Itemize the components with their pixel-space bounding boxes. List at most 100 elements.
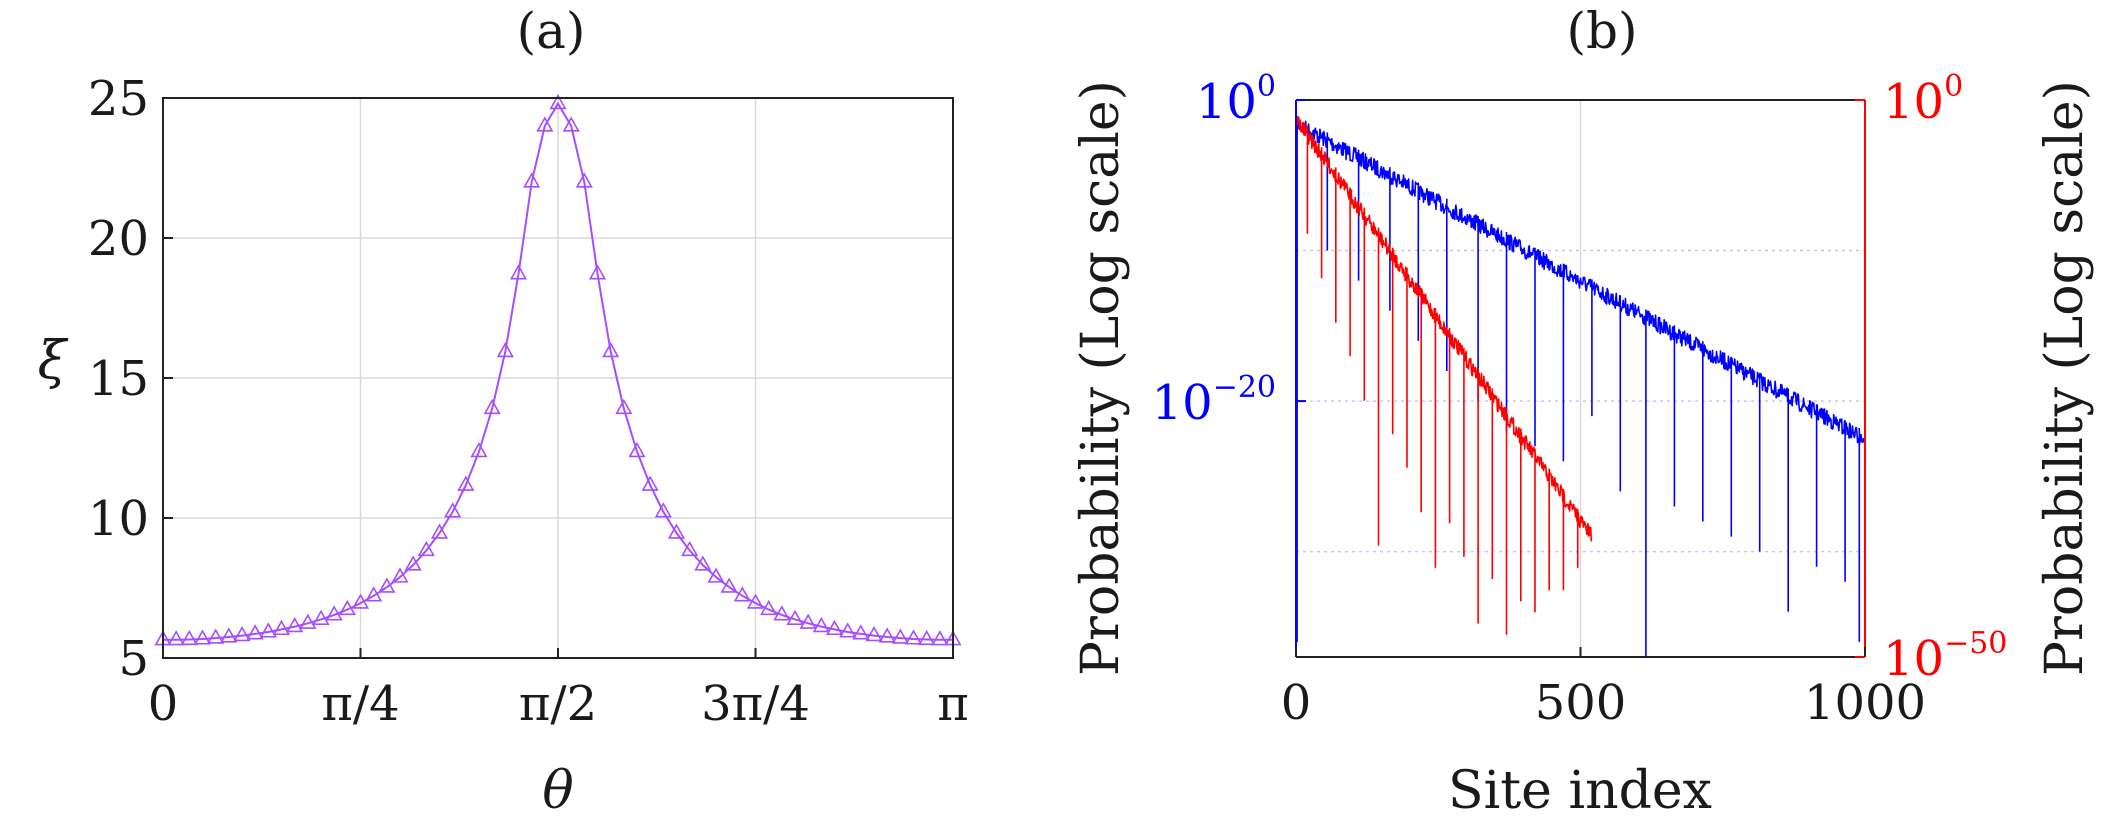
panel-a-data-point: [338, 599, 356, 616]
panel-a-data-point: [878, 627, 896, 643]
panel-a-data-point: [193, 629, 212, 645]
panel-a-data-point: [365, 586, 383, 602]
panel-a-data-point: [733, 586, 751, 602]
panel-a-data-point: [839, 622, 857, 638]
panel-a-data-point: [786, 609, 804, 625]
panel-b: (b) 0 500 1000 100 10−20 100 10−50 Site inde…: [1071, 2, 2095, 821]
panel-a-data-point: [167, 630, 185, 646]
panel-a-series: [154, 93, 962, 646]
panel-a-data-point: [457, 475, 475, 491]
panel-a-data-point: [694, 555, 712, 571]
panel-a-data-point: [746, 593, 765, 609]
panel-a-data-point: [536, 116, 554, 132]
panel-a-data-point: [760, 599, 778, 616]
panel-a-data-point: [549, 93, 567, 110]
panel-a-data-point: [496, 342, 514, 358]
panel-a-x-label: θ: [542, 761, 573, 821]
panel-a-data-point: [602, 342, 620, 358]
panel-a-data-point: [312, 609, 330, 625]
panel-a-data-point: [272, 619, 291, 636]
panel-b-title: (b): [1566, 2, 1637, 60]
panel-a-data-point: [588, 264, 607, 280]
panel-b-x-tick-label: 500: [1535, 675, 1627, 731]
panel-b-left-y-ticks: 100 10−20: [1152, 69, 1306, 431]
panel-a-data-point: [681, 540, 699, 557]
panel-a-data-point: [246, 624, 264, 640]
panel-a-data-point: [523, 172, 541, 188]
panel-a-x-tick-label: π/2: [519, 676, 597, 732]
panel-a-data-point: [417, 540, 435, 557]
panel-b-x-label: Site index: [1448, 761, 1712, 821]
panel-b-trace-red: [1295, 113, 1593, 635]
panel-a-x-tick-label: π/4: [321, 676, 399, 732]
panel-a-data-point: [509, 264, 528, 280]
panel-a-data-point: [918, 629, 936, 646]
panel-a-data-point: [286, 617, 304, 633]
panel-b-right-tick-label: 10−50: [1883, 626, 2007, 687]
panel-a-data-point: [299, 613, 317, 629]
panel-a-data-point: [641, 475, 659, 491]
panel-a-data-point: [852, 624, 870, 640]
panel-a-data-point: [470, 442, 488, 458]
panel-b-x-tick-label: 0: [1281, 675, 1312, 731]
panel-a-data-point: [430, 523, 449, 539]
panel-a-y-tick-label: 20: [88, 211, 149, 267]
panel-a-data-point: [220, 627, 238, 643]
panel-a-data-point: [865, 625, 883, 642]
panel-a-y-tick-label: 15: [88, 351, 149, 407]
panel-a-data-point: [904, 629, 923, 645]
panel-b-x-tick-label: 1000: [1804, 675, 1926, 731]
panel-b-grid: [1295, 100, 1866, 657]
panel-a-data-point: [931, 630, 949, 646]
panel-a-data-point: [667, 523, 686, 539]
panel-a-data-point: [351, 593, 370, 609]
panel-a-data-point: [812, 617, 830, 633]
panel-b-right-tick-label: 100: [1883, 69, 1963, 130]
panel-a-data-point: [707, 567, 725, 583]
panel-a-y-label: ξ: [38, 331, 69, 391]
panel-a-data-point: [325, 605, 343, 621]
panel-a-grid: [162, 97, 954, 659]
panel-b-left-tick-label: 100: [1196, 69, 1276, 130]
panel-b-series-red: [1295, 113, 1593, 635]
panel-a-data-point: [378, 577, 396, 593]
panel-b-x-ticks: 0 500 1000: [1281, 647, 1926, 731]
panel-a-y-ticks: 5 10 15 20 25: [88, 71, 173, 687]
panel-a-data-point: [891, 628, 909, 644]
panel-a-x-tick-label: 3π/4: [701, 676, 810, 732]
panel-a-data-point: [615, 398, 633, 415]
panel-a-data-point: [575, 172, 593, 188]
panel-b-left-y-label: Probability (Log scale): [1071, 80, 1131, 676]
panel-a-x-tick-label: 0: [148, 676, 179, 732]
panel-a-series-line: [163, 101, 953, 641]
panel-a-data-point: [799, 613, 817, 629]
panel-a-data-point: [391, 567, 409, 583]
panel-a-data-point: [180, 629, 198, 646]
panel-a-data-point: [773, 605, 791, 621]
panel-a-y-tick-label: 25: [88, 71, 149, 127]
panel-b-series-blue: [1295, 115, 1866, 657]
panel-a-data-point: [628, 442, 646, 458]
panel-a-data-point: [404, 555, 422, 571]
panel-b-right-y-label: Probability (Log scale): [2035, 80, 2095, 676]
panel-a-data-point: [825, 619, 844, 636]
panel-a-data-point: [444, 502, 462, 518]
panel-a-y-tick-label: 10: [88, 491, 149, 547]
panel-a-x-ticks: 0 π/4 π/2 3π/4 π: [148, 648, 969, 732]
panel-a-data-point: [233, 625, 251, 642]
panel-a-data-point: [562, 116, 580, 132]
panel-a-data-point: [259, 622, 277, 638]
panel-a-data-point: [654, 502, 672, 518]
panel-a-data-point: [483, 398, 501, 415]
panel-a-x-tick-label: π: [937, 676, 969, 732]
panel-b-left-tick-label: 10−20: [1152, 370, 1276, 431]
panel-b-series: [1295, 113, 1866, 657]
panel-b-right-y-ticks: 100 10−50: [1855, 69, 2007, 687]
panel-a-data-point: [207, 628, 225, 644]
panel-a-y-tick-label: 5: [118, 631, 149, 687]
panel-b-trace-blue: [1295, 115, 1866, 657]
panel-a-data-point: [720, 577, 738, 593]
panel-a: (a) 0 π/4 π/2 3π/4 π 5 10 15 20 25 θ ξ: [38, 2, 969, 821]
panel-a-title: (a): [517, 2, 586, 60]
